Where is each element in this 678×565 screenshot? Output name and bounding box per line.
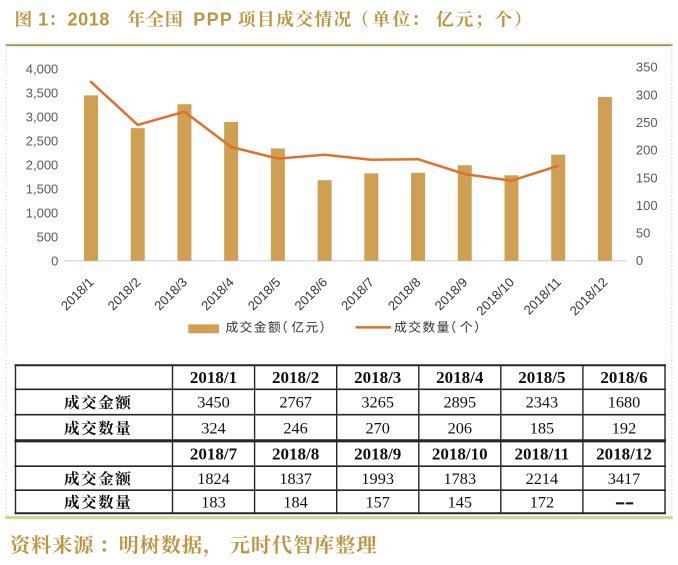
svg-text:500: 500 bbox=[37, 229, 59, 244]
svg-text:2,500: 2,500 bbox=[26, 134, 59, 149]
svg-text:2895: 2895 bbox=[444, 393, 477, 412]
svg-text:2018/9: 2018/9 bbox=[354, 444, 401, 463]
svg-text:1783: 1783 bbox=[444, 469, 477, 488]
svg-text:1993: 1993 bbox=[361, 469, 394, 488]
svg-text:300: 300 bbox=[636, 87, 658, 102]
svg-text:PPP: PPP bbox=[193, 10, 233, 30]
svg-text:1824: 1824 bbox=[197, 469, 230, 488]
svg-text:270: 270 bbox=[365, 418, 389, 437]
svg-text:4,000: 4,000 bbox=[26, 62, 59, 77]
svg-text:250: 250 bbox=[636, 115, 658, 130]
svg-text:324: 324 bbox=[201, 418, 225, 437]
svg-text:1,500: 1,500 bbox=[26, 182, 59, 197]
svg-text:3417: 3417 bbox=[608, 469, 641, 488]
svg-text:2018/1: 2018/1 bbox=[190, 368, 237, 387]
svg-text:206: 206 bbox=[448, 418, 472, 437]
svg-text:2,000: 2,000 bbox=[26, 158, 59, 173]
svg-text:2018: 2018 bbox=[68, 10, 110, 30]
svg-text:3,000: 3,000 bbox=[26, 110, 59, 125]
svg-text:3450: 3450 bbox=[197, 393, 230, 412]
svg-text:2018/8: 2018/8 bbox=[272, 444, 319, 463]
svg-text:183: 183 bbox=[201, 492, 225, 511]
svg-text:0: 0 bbox=[51, 253, 58, 268]
svg-text:2018/3: 2018/3 bbox=[354, 368, 401, 387]
svg-text:2018/7: 2018/7 bbox=[190, 444, 238, 463]
svg-text:50: 50 bbox=[636, 226, 650, 241]
svg-text:1837: 1837 bbox=[279, 469, 312, 488]
svg-text:2018/2: 2018/2 bbox=[272, 368, 319, 387]
svg-text:3,500: 3,500 bbox=[26, 86, 59, 101]
svg-text:2018/12: 2018/12 bbox=[596, 444, 652, 463]
svg-text:1680: 1680 bbox=[608, 393, 641, 412]
svg-text:246: 246 bbox=[283, 418, 307, 437]
svg-text:1,000: 1,000 bbox=[26, 205, 59, 220]
svg-text:185: 185 bbox=[530, 418, 554, 437]
svg-text:2018/10: 2018/10 bbox=[432, 444, 488, 463]
svg-text:350: 350 bbox=[636, 60, 658, 75]
svg-text:100: 100 bbox=[636, 198, 658, 213]
svg-text:192: 192 bbox=[612, 418, 636, 437]
svg-text:0: 0 bbox=[636, 253, 643, 268]
svg-text:150: 150 bbox=[636, 170, 658, 185]
svg-text:157: 157 bbox=[365, 492, 389, 511]
svg-text:2018/11: 2018/11 bbox=[515, 444, 570, 463]
svg-text:2214: 2214 bbox=[526, 469, 559, 488]
svg-text:1: 1 bbox=[38, 10, 48, 30]
svg-text:2018/5: 2018/5 bbox=[518, 368, 565, 387]
svg-text:184: 184 bbox=[283, 492, 307, 511]
svg-text:2767: 2767 bbox=[279, 393, 312, 412]
svg-text:2018/6: 2018/6 bbox=[600, 368, 647, 387]
svg-text:2018/4: 2018/4 bbox=[436, 368, 484, 387]
svg-text:200: 200 bbox=[636, 143, 658, 158]
svg-text:2343: 2343 bbox=[526, 393, 559, 412]
svg-text:145: 145 bbox=[448, 492, 472, 511]
svg-text:3265: 3265 bbox=[361, 393, 394, 412]
svg-text:172: 172 bbox=[530, 492, 554, 511]
